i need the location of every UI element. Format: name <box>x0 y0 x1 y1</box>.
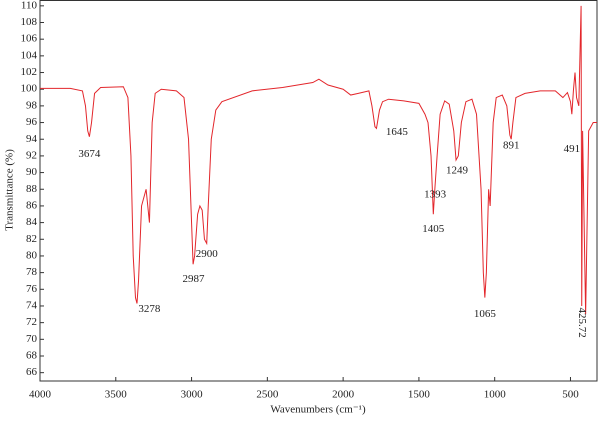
y-tick-label: 108 <box>21 16 38 28</box>
x-tick-label: 2000 <box>332 389 355 401</box>
peak-label: 1645 <box>386 126 409 138</box>
spectrum-line <box>40 5 597 315</box>
x-tick-label: 1000 <box>484 389 507 401</box>
x-tick-label: 500 <box>562 389 579 401</box>
peak-label: 1065 <box>474 308 497 320</box>
y-tick-label: 100 <box>21 83 38 95</box>
y-tick-label: 84 <box>26 216 38 228</box>
x-tick-label: 3000 <box>181 389 204 401</box>
y-tick-label: 72 <box>26 316 37 328</box>
y-tick-label: 102 <box>21 66 38 78</box>
peak-label: 1249 <box>446 164 469 176</box>
y-tick-label: 110 <box>21 0 38 11</box>
peak-label: 2900 <box>196 248 219 260</box>
peak-label: 3278 <box>138 303 161 315</box>
peak-label: 1405 <box>422 223 445 235</box>
y-tick-label: 106 <box>21 33 38 45</box>
peak-label: 3674 <box>78 148 101 160</box>
peak-label: 891 <box>503 139 520 151</box>
peak-label: 1393 <box>424 189 447 201</box>
y-tick-label: 68 <box>26 350 38 362</box>
y-tick-label: 66 <box>26 366 38 378</box>
peak-label: 425.72 <box>576 308 588 338</box>
y-tick-label: 80 <box>26 249 38 261</box>
y-tick-label: 92 <box>26 149 37 161</box>
x-tick-label: 3500 <box>105 389 128 401</box>
y-tick-label: 90 <box>26 166 38 178</box>
y-tick-label: 88 <box>26 183 38 195</box>
y-tick-label: 74 <box>26 299 38 311</box>
x-tick-label: 2500 <box>256 389 279 401</box>
y-tick-label: 82 <box>26 233 37 245</box>
x-tick-label: 1500 <box>408 389 431 401</box>
plot-frame <box>39 0 598 382</box>
y-tick-label: 96 <box>26 116 38 128</box>
peak-label: 491 <box>564 143 581 155</box>
y-tick-label: 86 <box>26 199 38 211</box>
peak-label: 2987 <box>183 273 206 285</box>
y-tick-label: 78 <box>26 266 38 278</box>
x-tick-label: 4000 <box>29 389 52 401</box>
y-tick-label: 76 <box>26 283 38 295</box>
y-tick-label: 104 <box>21 49 38 61</box>
y-tick-label: 70 <box>26 333 38 345</box>
y-tick-label: 94 <box>26 133 38 145</box>
y-axis-label: Transmittance (%) <box>4 149 16 231</box>
y-tick-label: 98 <box>26 99 38 111</box>
x-axis-label: Wavenumbers (cm⁻¹) <box>270 404 366 416</box>
